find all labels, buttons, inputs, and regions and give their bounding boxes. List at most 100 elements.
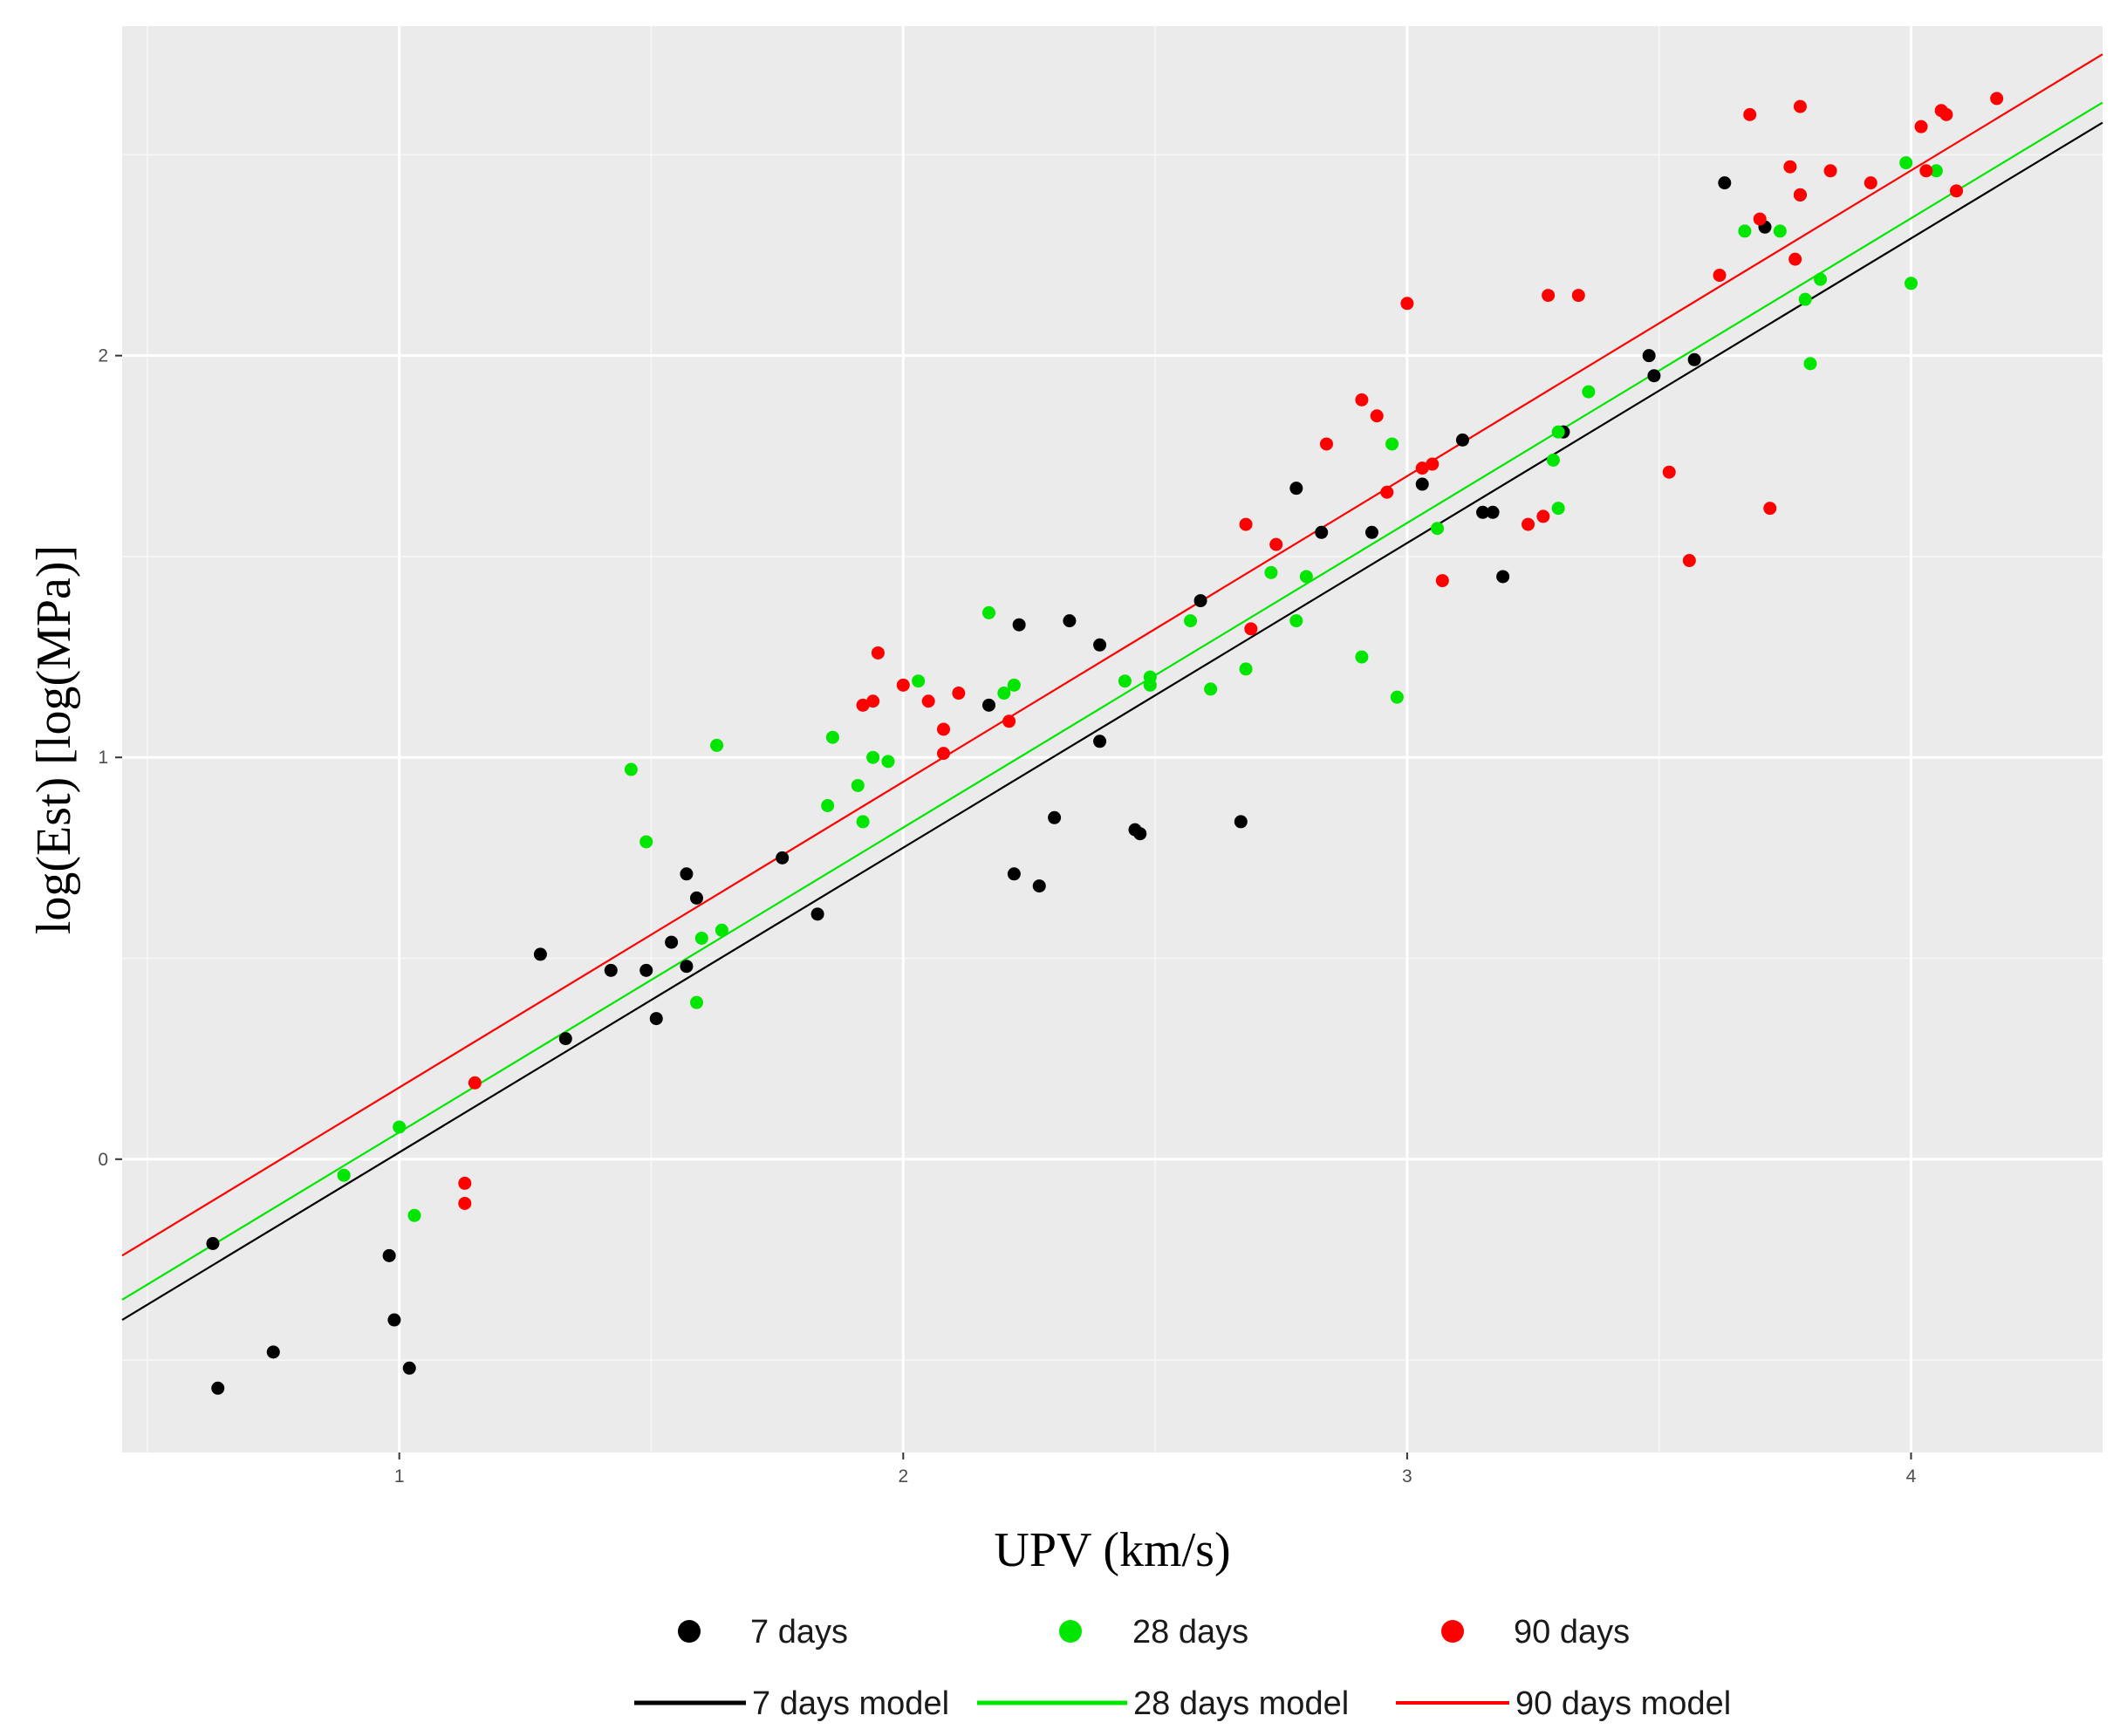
model-lines [121,53,2103,1321]
point-90-days [1435,574,1449,588]
point-7-days [810,907,824,921]
point-7-days [533,947,547,961]
point-7-days [382,1248,396,1262]
legend-label-28-days-model: 28 days model [1133,1685,1349,1722]
y-tick-label: 2 [98,346,108,366]
point-28-days [821,798,835,812]
legend-label-7-days: 7 days [750,1614,848,1651]
point-90-days [856,698,870,712]
x-tick-label: 3 [1402,1466,1412,1487]
x-axis-ticks: 1 2 3 4 [394,1452,1917,1487]
point-90-days [1002,714,1016,728]
x-tick-label: 1 [394,1466,405,1487]
point-90-days [1415,461,1429,475]
point-7-days [1415,477,1429,491]
point-90-days [1682,554,1696,568]
point-7-days [981,698,995,712]
point-90-days [1823,164,1837,178]
point-7-days [1718,176,1732,190]
legend-label-7-days-model: 7 days model [752,1685,949,1722]
point-28-days [624,762,638,776]
point-90-days [1662,465,1676,479]
legend-item-7-days-model: 7 days model [634,1685,949,1722]
point-90-days [921,694,935,708]
point-90-days [1743,107,1757,121]
point-7-days [1093,735,1107,748]
point-7-days [649,1012,663,1026]
point-90-days [1244,622,1258,636]
point-7-days [1093,638,1107,652]
point-90-days [1949,184,1963,198]
y-axis-ticks: 0 1 2 [98,346,122,1170]
point-7-days [680,867,694,881]
point-28-days [997,687,1011,701]
point-28-days [1905,277,1918,290]
point-7-days [639,963,653,977]
point-28-days [337,1168,351,1182]
point-90-days [952,687,966,701]
point-7-days [1647,369,1661,383]
point-28-days [1546,453,1560,467]
point-7-days [1476,505,1490,519]
y-axis-title: log(Est) [log(MPa)] [27,545,81,934]
point-90-days [866,694,880,708]
point-90-days [937,722,951,736]
plot-panel [122,26,2103,1452]
model-line-7-days [121,121,2103,1321]
point-90-days [937,747,951,761]
point-7-days [1032,879,1046,893]
point-28-days [851,778,865,792]
point-7-days [1642,349,1656,363]
point-28-days [1184,614,1198,628]
legend-item-90-days: 90 days [1441,1614,1630,1651]
point-7-days [1455,433,1469,447]
point-28-days [1798,292,1812,306]
point-90-days [1380,485,1394,499]
legend: 7 days 28 days 90 days 7 days model 28 d… [634,1614,1731,1722]
point-90-days [1990,92,2004,106]
point-28-days [1551,425,1565,439]
point-7-days [1048,810,1062,824]
point-90-days [1536,509,1550,523]
x-axis-title: UPV (km/s) [994,1523,1230,1577]
data-points [206,92,2004,1395]
y-tick-label: 1 [98,748,108,768]
legend-key-90-days [1441,1620,1464,1643]
point-90-days [896,678,910,692]
point-28-days [881,755,895,769]
point-7-days [387,1313,401,1327]
legend-item-90-days-model: 90 days model [1396,1685,1731,1722]
point-90-days [1355,393,1369,407]
point-90-days [1793,188,1807,202]
point-7-days [211,1381,225,1395]
legend-key-28-days [1059,1620,1082,1643]
legend-item-28-days-model: 28 days model [977,1685,1349,1722]
point-28-days [639,835,653,849]
point-28-days [1431,522,1445,536]
point-28-days [1385,437,1399,451]
point-90-days [1239,517,1253,531]
point-7-days [1133,827,1147,841]
point-28-days [1299,570,1313,584]
point-90-days [1426,457,1440,471]
x-tick-label: 2 [898,1466,908,1487]
point-28-days [1773,224,1787,238]
point-90-days [468,1076,482,1090]
point-90-days [1370,409,1384,423]
point-90-days [1939,107,1953,121]
legend-item-7-days: 7 days [678,1614,848,1651]
point-90-days [1783,160,1797,174]
point-7-days [1364,525,1378,539]
point-90-days [1753,212,1767,226]
point-28-days [715,923,728,937]
point-7-days [1007,867,1021,881]
point-28-days [1803,357,1817,371]
point-28-days [393,1120,407,1134]
point-90-days [871,646,885,660]
minor-gridlines [122,26,2103,1452]
model-line-28-days [121,101,2103,1301]
model-line-90-days [121,53,2103,1257]
point-28-days [1204,682,1218,696]
point-90-days [1400,297,1414,311]
